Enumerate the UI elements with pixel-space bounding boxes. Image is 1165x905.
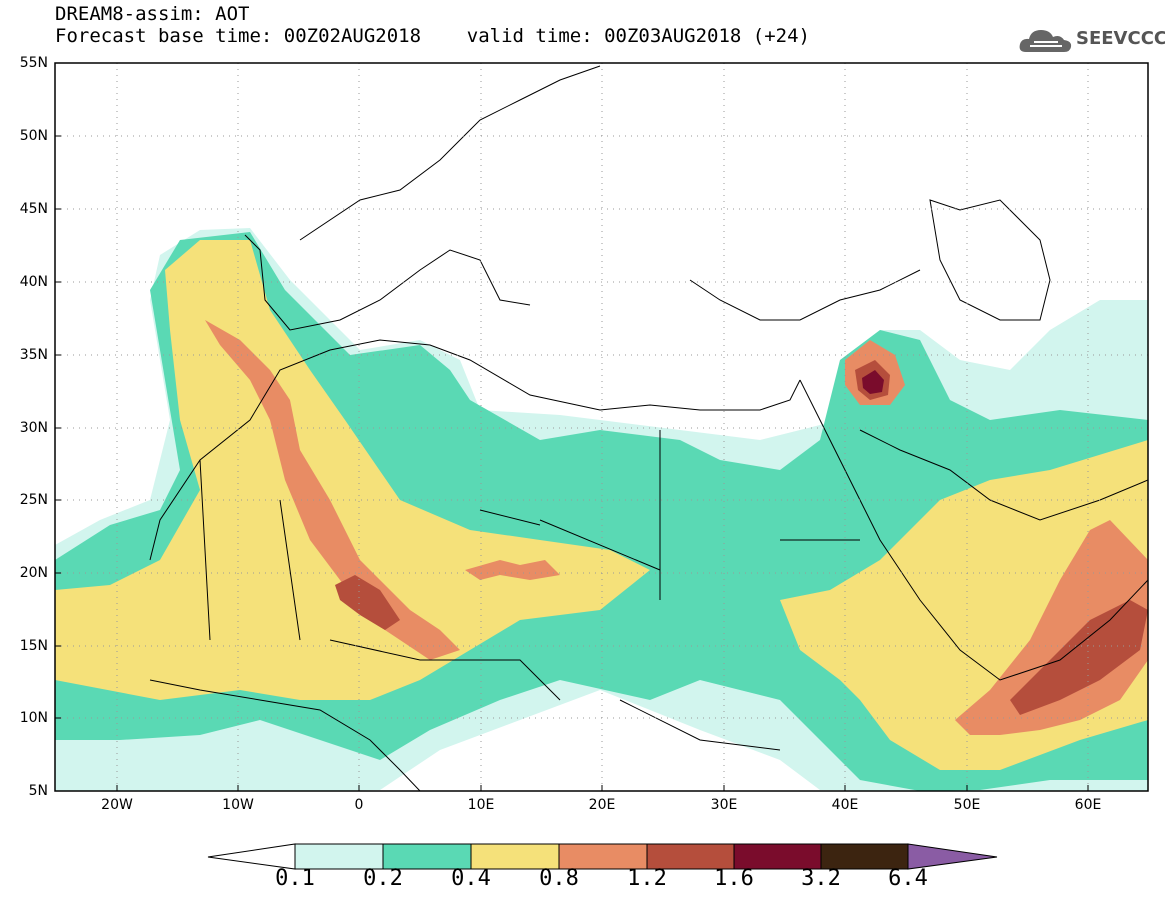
colorbar-swatch-2 — [470, 843, 560, 870]
lat-label: 10N — [19, 710, 48, 726]
aot-contour-0.8 — [205, 320, 460, 660]
lat-label: 5N — [28, 783, 48, 799]
lon-label: 0 — [354, 797, 364, 813]
lon-label: 20E — [588, 797, 616, 813]
lat-label: 55N — [19, 55, 48, 71]
aot-contour-1.2 — [1010, 600, 1148, 715]
seevccc-logo: SEEVCCC — [1018, 24, 1165, 56]
lat-label: 45N — [19, 201, 48, 217]
forecast-time-line: Forecast base time: 00Z02AUG2018 valid t… — [55, 25, 810, 47]
lat-label: 40N — [19, 274, 48, 290]
colorbar-swatch-3 — [558, 843, 648, 870]
lat-label: 50N — [19, 128, 48, 144]
colorbar-label: 0.2 — [363, 866, 403, 891]
map-title: DREAM8-assim: AOT — [55, 3, 250, 25]
colorbar-swatch-6 — [820, 843, 909, 870]
colorbar-swatch-4 — [646, 843, 735, 870]
cloud-icon — [1019, 30, 1072, 52]
colorbar — [207, 843, 998, 870]
lon-label: 10E — [467, 797, 495, 813]
lon-label: 60E — [1074, 797, 1102, 813]
coastlines — [149, 65, 1148, 791]
graticule — [55, 63, 1148, 791]
lat-label: 20N — [19, 565, 48, 581]
colorbar-label: 1.2 — [627, 866, 667, 891]
lat-label: 35N — [19, 347, 48, 363]
lat-label: 15N — [19, 638, 48, 654]
logo-text: SEEVCCC — [1076, 28, 1165, 49]
colorbar-label: 1.6 — [714, 866, 754, 891]
lon-label: 50E — [953, 797, 981, 813]
aot-contour-1.2 — [335, 575, 400, 630]
colorbar-label: 0.4 — [451, 866, 491, 891]
lon-label: 10W — [222, 797, 254, 813]
aot-contour-1.6 — [862, 370, 884, 394]
aot-contour-0.8 — [955, 520, 1148, 735]
lat-label: 25N — [19, 492, 48, 508]
colorbar-label: 6.4 — [888, 866, 928, 891]
colorbar-swatch-1 — [382, 843, 472, 870]
colorbar-label: 3.2 — [801, 866, 841, 891]
aot-field — [55, 228, 1148, 791]
colorbar-over-arrow — [907, 843, 998, 870]
axis-ticks — [55, 135, 1089, 791]
lon-label: 30E — [710, 797, 738, 813]
colorbar-label: 0.8 — [539, 866, 579, 891]
lon-label: 20W — [101, 797, 133, 813]
colorbar-swatch-0 — [294, 843, 384, 870]
lon-label: 40E — [831, 797, 859, 813]
aot-contour-0.4 — [55, 240, 650, 700]
lat-label: 30N — [19, 420, 48, 436]
aot-contour-0.8 — [465, 560, 560, 580]
colorbar-label: 0.1 — [275, 866, 315, 891]
